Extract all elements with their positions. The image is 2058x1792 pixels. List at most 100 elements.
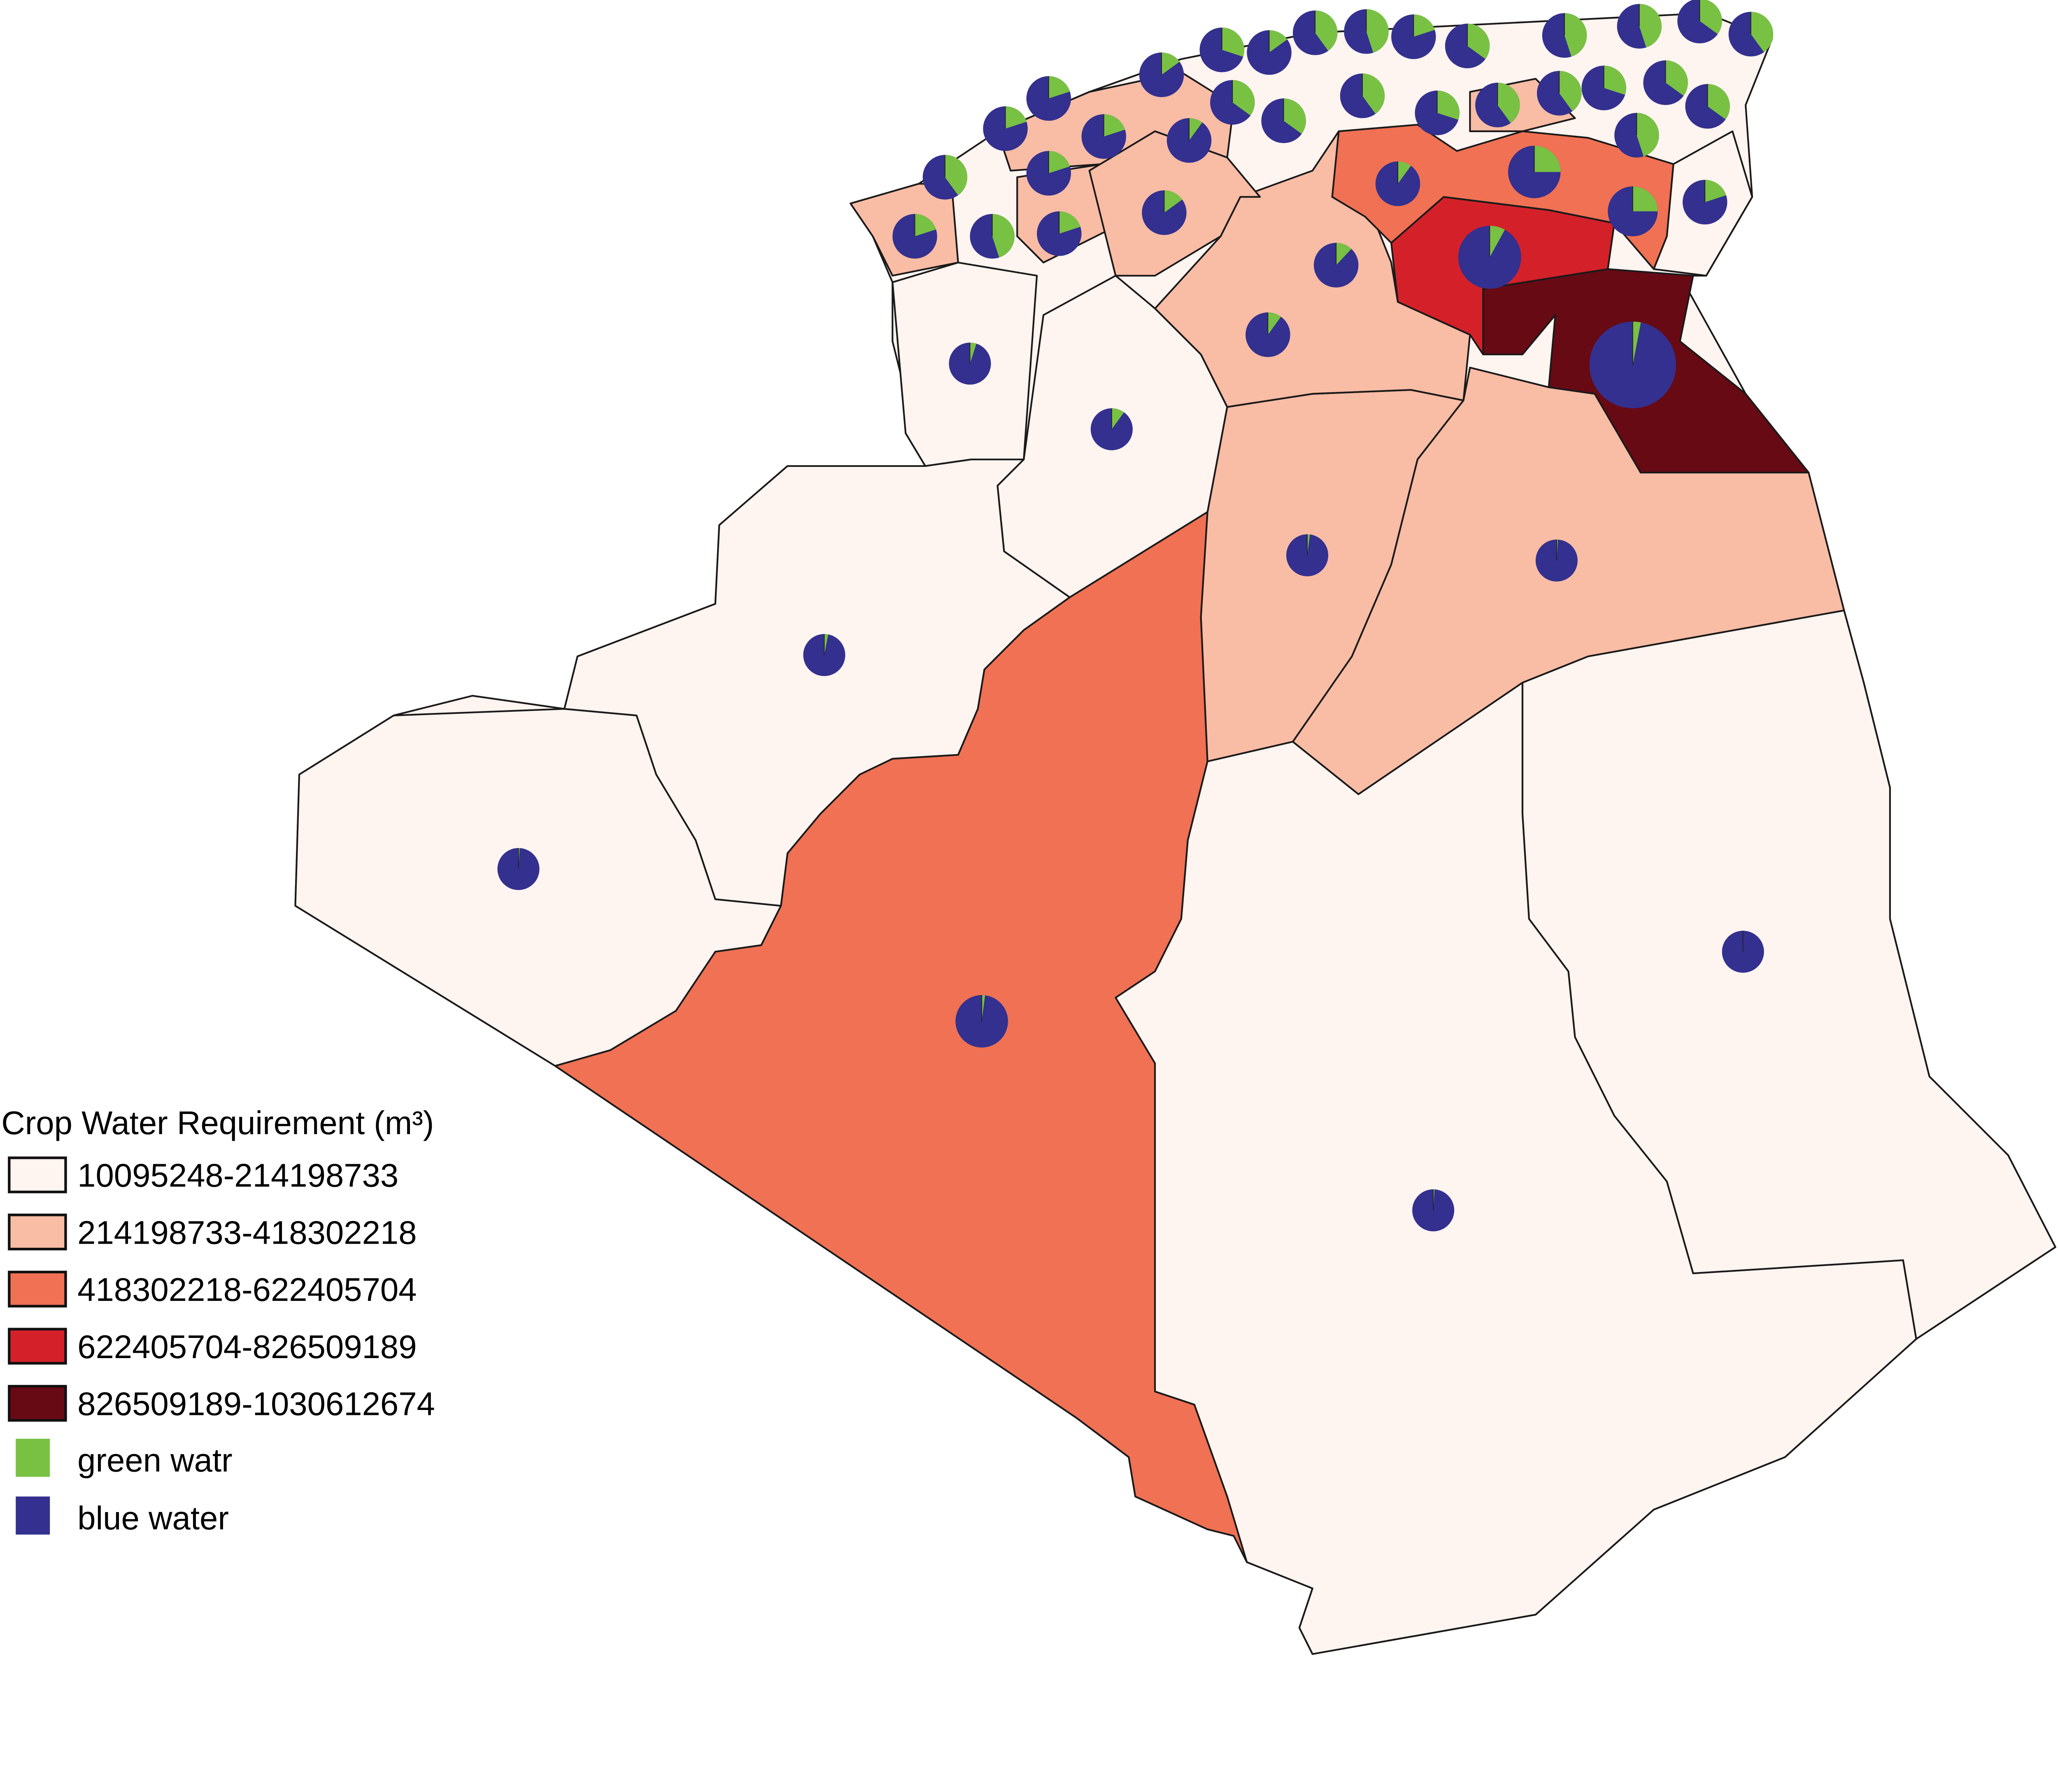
pie-slice-green [1366,9,1389,53]
pie-chart [1643,60,1688,105]
pie-slice-green [1307,534,1310,555]
pie-slice-green [1269,30,1287,53]
pie-chart [803,634,845,676]
pie-slice-green [945,155,968,196]
pie-slice-green [1705,179,1726,203]
pie-chart [1081,114,1126,159]
pie-slice-green [915,214,936,236]
legend-swatch [8,1156,67,1193]
legend-swatch [8,1214,67,1251]
pie-charts-layer [497,0,1774,1232]
pie-chart [1166,118,1212,163]
pie-chart [1415,91,1460,135]
pie-chart [1139,52,1184,97]
pie-slice-green [1632,322,1641,365]
pie-slice-green [1707,84,1730,120]
pie-slice-green [1398,161,1411,184]
region-9 [563,458,1071,907]
pie-chart [1728,12,1774,57]
legend-label: 214198733-418302218 [77,1214,417,1251]
pie-chart [1026,151,1071,196]
pie-chart [1246,312,1290,357]
pie-slice-green [1315,10,1338,51]
legend-label: 10095248-214198733 [77,1157,398,1194]
pie-chart [1199,27,1244,72]
pie-chart [1537,71,1582,116]
pie-chart [1344,9,1389,54]
pie-slice-green [1162,52,1180,75]
pie-slice-green [1490,226,1505,257]
pie-chart [1313,242,1359,288]
pie-slice-green [1164,190,1183,213]
regions-layer [294,12,2056,1655]
pie-chart [1037,211,1082,256]
pie-chart [1391,14,1436,59]
pie-chart [892,214,937,259]
pie-chart [1458,226,1521,289]
legend-label: 622405704-826509189 [77,1328,417,1365]
pie-chart [1508,145,1561,198]
pie-chart [1535,539,1578,582]
pie-chart [1026,76,1071,121]
legend-swatch-blue [16,1496,50,1535]
pie-slice-green [1632,186,1658,212]
pie-slice-green [1362,73,1385,114]
pie-chart [1614,113,1659,158]
pie-chart [1722,930,1764,973]
pie-slice-green [1604,65,1626,95]
pie-chart [1142,190,1187,235]
pie-chart [1340,73,1385,118]
pie-slice-green [1005,106,1027,129]
pie-chart [983,106,1028,151]
pie-chart [1475,82,1520,128]
pie-slice-green [1564,13,1587,57]
pie-slice-green [1059,211,1080,234]
legend-swatch-green [16,1438,50,1477]
region-4 [1521,609,2056,1340]
pie-slice-green [1111,408,1124,429]
pie-slice-green [1437,91,1460,120]
pie-slice-green [1413,14,1435,37]
pie-chart [497,848,540,890]
pie-chart [955,995,1008,1048]
pie-slice-green [1189,118,1202,141]
pie-slice-green [1103,114,1125,137]
pie-slice-green [824,634,829,655]
pie-chart [1608,186,1658,236]
pie-slice-green [970,343,977,364]
pie-slice-green [1467,23,1490,59]
pie-slice-blue [955,995,1008,1048]
pie-slice-green [982,995,985,1021]
legend-label: 826509189-1030612674 [77,1385,435,1422]
pie-slice-green [1559,71,1582,112]
pie-slice-green [1751,12,1774,52]
pie-chart [1412,1189,1455,1232]
pie-chart [1286,534,1329,576]
choropleth-map: Crop Water Requirement (m³) 10095248-214… [1,0,2056,1655]
legend: Crop Water Requirement (m³) 10095248-214… [1,1105,435,1536]
pie-chart [1247,30,1292,75]
legend-title: Crop Water Requirement (m³) [1,1105,434,1141]
pie-slice-green [1232,80,1255,116]
pie-chart [922,155,968,200]
pie-chart [1292,10,1338,55]
pie-slice-green [1283,98,1306,134]
pie-slice-green [1336,242,1352,266]
pie-slice-green [1639,4,1662,48]
pie-chart [1375,161,1420,206]
legend-label: 418302218-622405704 [77,1271,417,1308]
legend-label: green watr [77,1442,233,1479]
pie-chart [1685,84,1730,129]
pie-chart [1617,4,1662,49]
pie-chart [1210,80,1255,125]
pie-chart [1677,0,1722,44]
pie-chart [970,214,1015,259]
pie-slice-green [1268,312,1281,335]
pie-slice-green [1222,27,1244,57]
pie-slice-green [1665,60,1688,96]
pie-slice-green [992,214,1015,258]
pie-chart [1589,322,1676,408]
legend-label: blue water [77,1500,229,1536]
pie-slice-green [1699,0,1722,34]
pie-chart [1445,23,1490,68]
